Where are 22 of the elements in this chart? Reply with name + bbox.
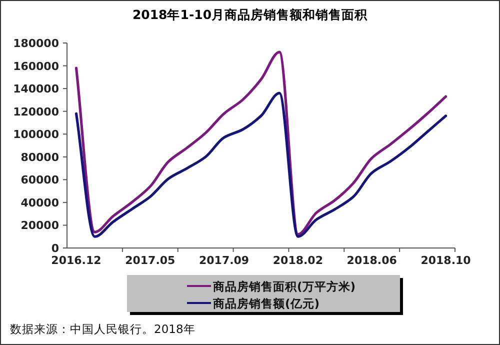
- chart-title: 2018年1-10月商品房销售额和销售面积: [132, 7, 369, 22]
- legend-label: 商品房销售面积(万平方米): [212, 280, 356, 294]
- y-tick-label: 120000: [13, 105, 60, 118]
- y-tick-label: 60000: [20, 174, 60, 187]
- y-tick-label: 160000: [13, 60, 60, 73]
- source-note: 数据来源：中国人民银行。2018年: [10, 322, 196, 336]
- legend-label: 商品房销售额(亿元): [212, 296, 320, 310]
- y-tick-label: 0: [51, 242, 60, 255]
- y-tick-label: 80000: [20, 150, 60, 164]
- line-series: [74, 92, 448, 238]
- x-tick-label: 2018.10: [420, 254, 472, 267]
- x-tick-label: 2017.09: [198, 254, 250, 267]
- x-tick-label: 2018.02: [272, 254, 324, 267]
- y-tick-label: 40000: [20, 196, 60, 210]
- y-tick-label: 180000: [13, 37, 60, 50]
- x-tick-label: 2017.05: [125, 254, 176, 267]
- x-tick-label: 2016.12: [51, 254, 102, 267]
- line-series: [74, 50, 448, 236]
- y-tick-label: 140000: [13, 82, 60, 96]
- y-tick-label: 20000: [20, 219, 60, 232]
- y-tick-label: 100000: [13, 128, 60, 142]
- x-tick-label: 2018.06: [346, 254, 398, 267]
